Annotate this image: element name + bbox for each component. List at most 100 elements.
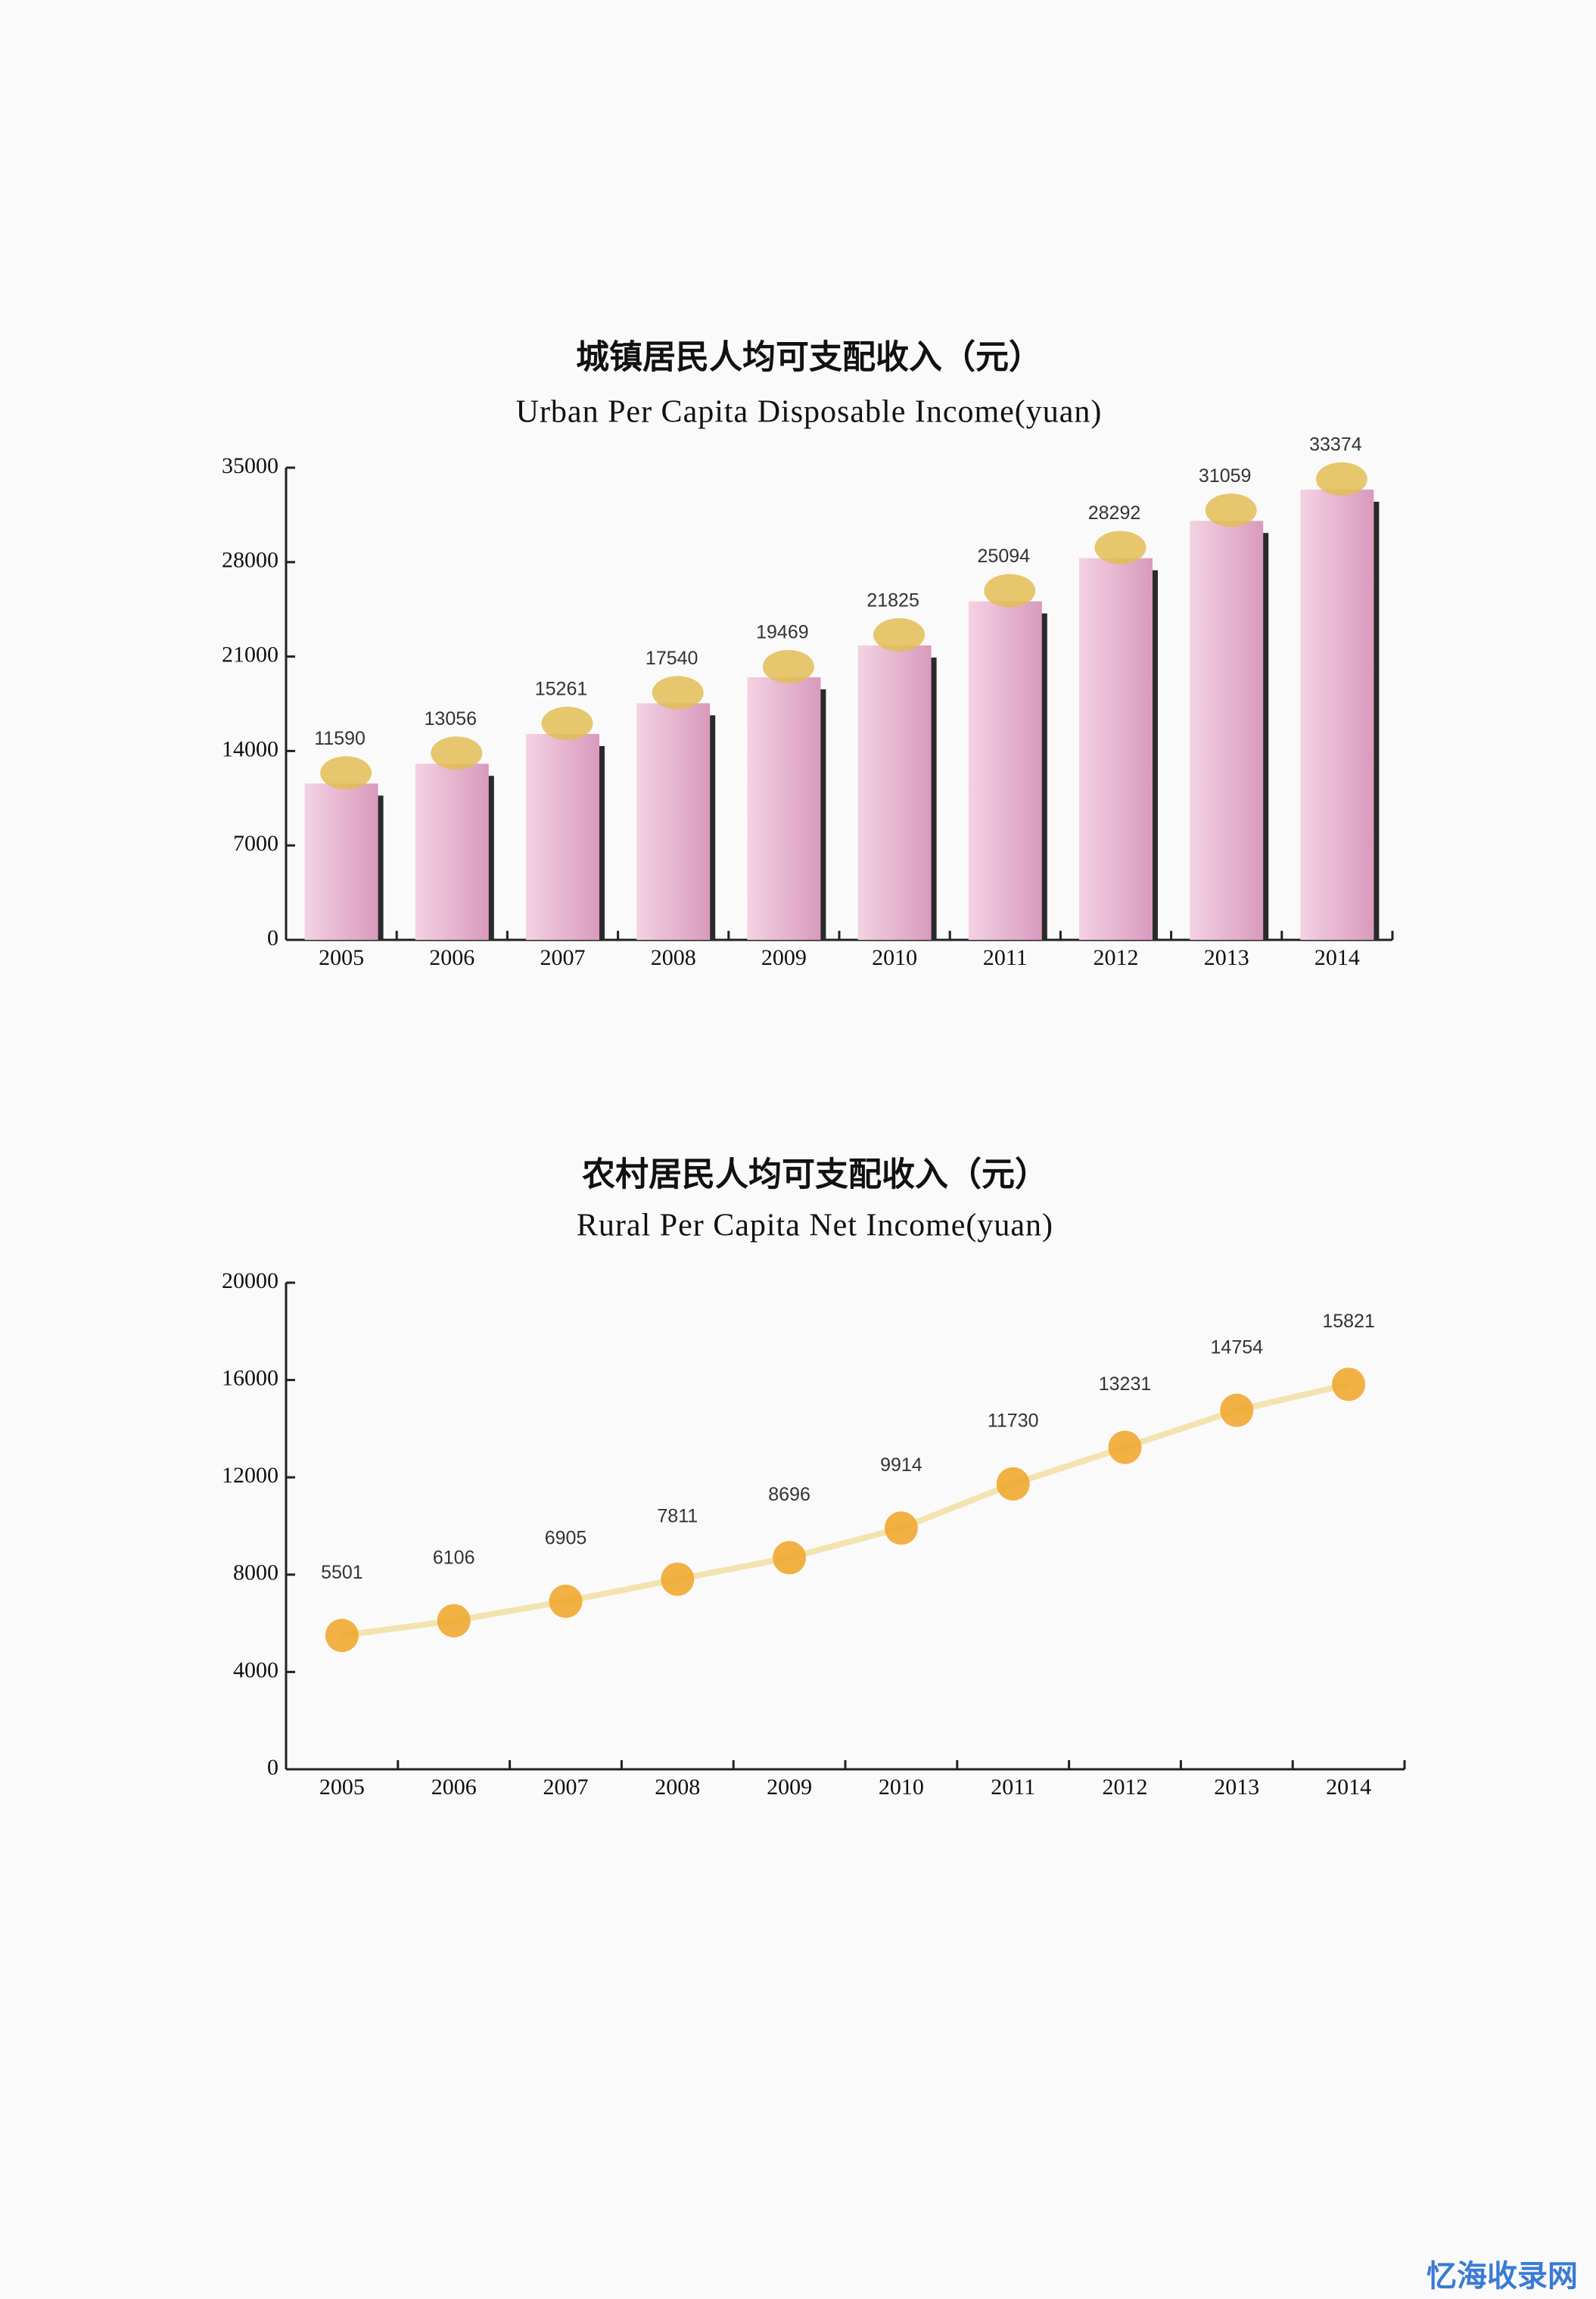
y-tick-label: 7000 <box>233 831 278 856</box>
bar <box>857 645 932 940</box>
y-tick-label: 35000 <box>222 453 278 478</box>
value-label: 28292 <box>1088 502 1141 524</box>
chart-title: 城镇居民人均可支配收入（元） <box>576 338 1042 377</box>
marker <box>549 1585 583 1619</box>
bar-shadow <box>1151 570 1158 940</box>
y-tick-label: 14000 <box>222 736 278 761</box>
chart-subtitle: Rural Per Capita Net Income(yuan) <box>577 1209 1053 1243</box>
value-label: 9914 <box>880 1454 922 1476</box>
y-tick-label: 8000 <box>233 1560 278 1585</box>
value-label: 6106 <box>433 1547 475 1568</box>
bar-ornament <box>873 618 926 652</box>
bar-shadow <box>819 689 826 940</box>
line <box>341 1381 1350 1639</box>
value-label: 31059 <box>1199 465 1252 487</box>
y-tick-label: 16000 <box>222 1365 278 1390</box>
x-tick-label: 2006 <box>431 1775 477 1800</box>
x-tick-label: 2006 <box>429 945 474 970</box>
bar-ornament <box>984 574 1036 608</box>
value-label: 11590 <box>314 728 366 749</box>
y-tick-label: 12000 <box>222 1463 278 1488</box>
y-tick-label: 4000 <box>233 1657 278 1682</box>
bar-shadow <box>598 745 605 940</box>
bar-shadow <box>376 795 384 940</box>
marker <box>1332 1367 1366 1401</box>
x-tick-label: 2011 <box>983 945 1028 970</box>
x-tick-label: 2007 <box>543 1775 589 1800</box>
marker <box>1108 1430 1142 1464</box>
bar-ornament <box>320 756 372 790</box>
x-tick-label: 2009 <box>761 945 807 970</box>
bar <box>1300 489 1374 940</box>
x-tick-label: 2008 <box>655 1775 700 1800</box>
y-tick-label: 0 <box>267 926 278 950</box>
chart-title: 农村居民人均可支配收入（元） <box>582 1156 1048 1194</box>
bar-shadow <box>1372 501 1380 940</box>
x-tick-label: 2012 <box>1103 1775 1148 1800</box>
value-label: 5501 <box>321 1562 363 1583</box>
bar-ornament <box>652 676 704 710</box>
marker <box>884 1511 918 1545</box>
x-tick-label: 2009 <box>767 1775 812 1800</box>
bar-ornament <box>431 736 483 770</box>
value-label: 33374 <box>1309 434 1362 456</box>
y-tick-label: 0 <box>267 1755 278 1780</box>
value-label: 25094 <box>978 546 1031 567</box>
bar <box>1079 558 1153 940</box>
bar-ornament <box>1094 530 1146 565</box>
x-tick-label: 2014 <box>1326 1775 1371 1800</box>
watermark: 忆海收录网 <box>1426 2259 1578 2294</box>
bar-shadow <box>1040 613 1047 940</box>
bar-ornament <box>541 706 593 740</box>
bar-shadow <box>487 776 494 940</box>
bar <box>968 601 1042 940</box>
bar-shadow <box>929 657 937 940</box>
marker <box>996 1467 1030 1501</box>
bar-ornament <box>762 649 814 683</box>
x-tick-label: 2005 <box>319 1775 365 1800</box>
marker <box>773 1541 807 1575</box>
x-tick-label: 2007 <box>540 945 586 970</box>
marker <box>437 1604 471 1638</box>
x-tick-label: 2012 <box>1094 945 1139 970</box>
y-tick-label: 28000 <box>222 548 278 573</box>
bar-ornament <box>1205 493 1257 527</box>
bar-ornament <box>1315 462 1367 496</box>
x-tick-label: 2014 <box>1314 945 1360 970</box>
bar <box>747 677 821 940</box>
y-tick-label: 20000 <box>222 1268 278 1293</box>
bar-shadow <box>708 715 716 940</box>
value-label: 19469 <box>756 622 809 643</box>
x-tick-label: 2013 <box>1204 945 1249 970</box>
value-label: 17540 <box>646 648 698 669</box>
value-label: 6905 <box>545 1528 587 1549</box>
bar <box>415 764 489 940</box>
chart-subtitle: Urban Per Capita Disposable Income(yuan) <box>516 395 1103 430</box>
x-tick-label: 2008 <box>651 945 696 970</box>
value-label: 8696 <box>768 1484 810 1505</box>
marker <box>325 1619 359 1653</box>
x-tick-label: 2005 <box>319 945 364 970</box>
bar <box>1190 521 1264 940</box>
x-tick-label: 2011 <box>991 1775 1035 1800</box>
x-tick-label: 2010 <box>879 1775 924 1800</box>
value-label: 15821 <box>1322 1311 1375 1332</box>
value-label: 14754 <box>1211 1336 1264 1358</box>
value-label: 13231 <box>1099 1373 1152 1395</box>
bar-shadow <box>1262 533 1269 940</box>
bar <box>304 783 378 940</box>
x-tick-label: 2013 <box>1214 1775 1259 1800</box>
y-tick-label: 21000 <box>222 642 278 667</box>
value-label: 7811 <box>657 1505 698 1526</box>
marker <box>1220 1393 1254 1427</box>
x-tick-label: 2010 <box>872 945 917 970</box>
value-label: 21825 <box>866 590 919 611</box>
value-label: 11730 <box>988 1410 1039 1431</box>
value-label: 15261 <box>535 679 588 700</box>
marker <box>661 1562 695 1596</box>
bar <box>636 703 711 940</box>
value-label: 13056 <box>425 708 478 730</box>
bar <box>526 733 599 940</box>
